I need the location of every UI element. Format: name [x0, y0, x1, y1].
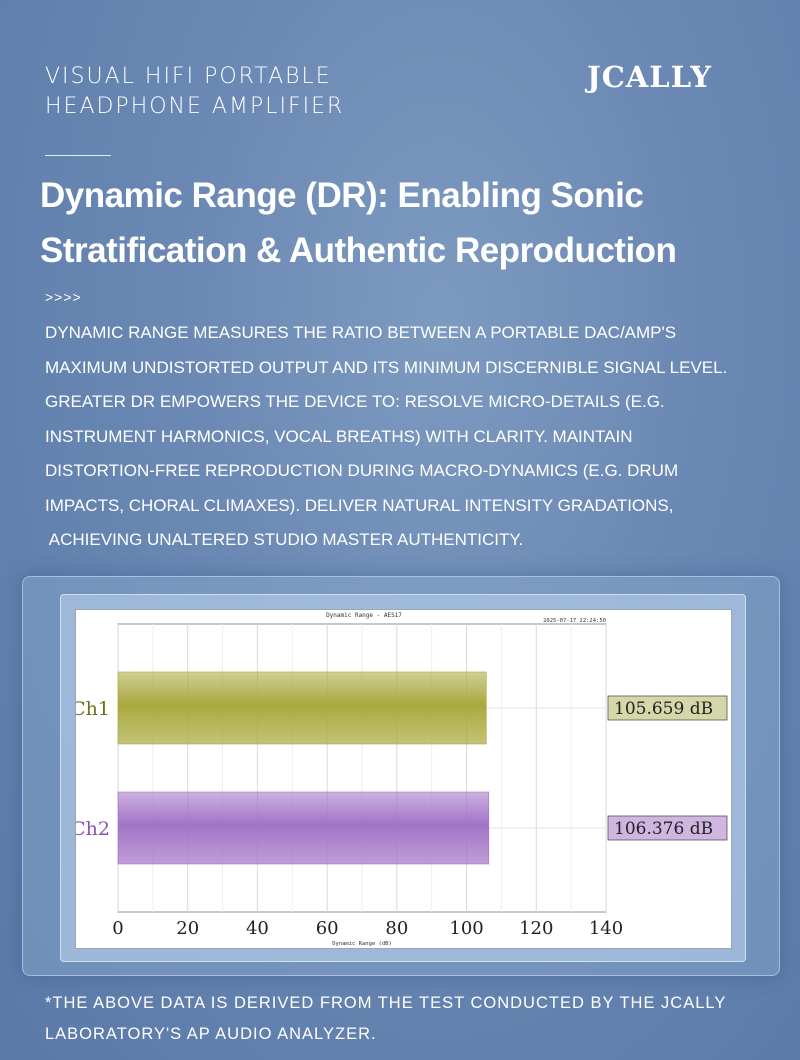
chart-timestamp: 2025-07-17 22:24:50: [543, 618, 606, 624]
x-tick-label: 80: [385, 918, 408, 939]
product-title-line-2: HEADPHONE AMPLIFIER: [45, 94, 345, 119]
value-label-box: [607, 695, 728, 721]
dynamic-range-chart: Dynamic Range - AES17 2025-07-17 22:24:50…: [76, 612, 728, 947]
headline-line-2: Stratification & Authentic Reproduction: [40, 231, 677, 270]
x-tick-label: 60: [316, 918, 339, 939]
divider: [45, 155, 111, 156]
brand-logo: JCALLY: [587, 60, 712, 94]
x-tick-label: 0: [112, 918, 123, 939]
description-line: DYNAMIC RANGE MEASURES THE RATIO BETWEEN…: [45, 323, 677, 342]
chart-title: Dynamic Range - AES17: [326, 612, 402, 619]
x-tick-label: 100: [449, 918, 483, 939]
headline-line-1: Dynamic Range (DR): Enabling Sonic: [40, 176, 644, 215]
category-label: Ch1: [76, 698, 110, 720]
description-line: ACHIEVING UNALTERED STUDIO MASTER AUTHEN…: [45, 530, 524, 549]
chart-frame: Dynamic Range - AES17 2025-07-17 22:24:50…: [75, 609, 732, 949]
value-label-box: [607, 815, 728, 841]
page-headline: Dynamic Range (DR): Enabling Sonic Strat…: [40, 168, 760, 278]
x-tick-label: 120: [519, 918, 553, 939]
product-title-line-1: VISUAL HIFI PORTABLE: [45, 64, 332, 89]
description-line: GREATER DR EMPOWERS THE DEVICE TO: RESOL…: [45, 392, 665, 411]
arrows-marker: >>>>: [45, 289, 82, 305]
footnote-line-1: *THE ABOVE DATA IS DERIVED FROM THE TEST…: [45, 994, 727, 1012]
bar-ch1: [117, 671, 487, 745]
bar-ch2: [117, 791, 490, 865]
value-label: 106.376 dB: [614, 819, 713, 839]
x-tick-label: 40: [246, 918, 269, 939]
description-line: MAXIMUM UNDISTORTED OUTPUT AND ITS MINIM…: [45, 357, 728, 377]
x-tick-label: 20: [176, 918, 199, 939]
footnote-line-2: LABORATORY'S AP AUDIO ANALYZER.: [45, 1025, 377, 1043]
description-line: IMPACTS, CHORAL CLIMAXES). DELIVER NATUR…: [45, 495, 674, 515]
description-line: DISTORTION-FREE REPRODUCTION DURING MACR…: [45, 461, 679, 480]
value-label: 105.659 dB: [614, 699, 713, 719]
description-text: DYNAMIC RANGE MEASURES THE RATIO BETWEEN…: [45, 316, 785, 558]
description-line: INSTRUMENT HARMONICS, VOCAL BREATHS) WIT…: [45, 426, 633, 446]
x-axis-label: Dynamic Range (dB): [332, 941, 392, 947]
footnote: *THE ABOVE DATA IS DERIVED FROM THE TEST…: [45, 988, 785, 1050]
category-label: Ch2: [76, 818, 110, 840]
x-tick-label: 140: [589, 918, 623, 939]
product-title: VISUAL HIFI PORTABLE HEADPHONE AMPLIFIER: [45, 62, 465, 122]
